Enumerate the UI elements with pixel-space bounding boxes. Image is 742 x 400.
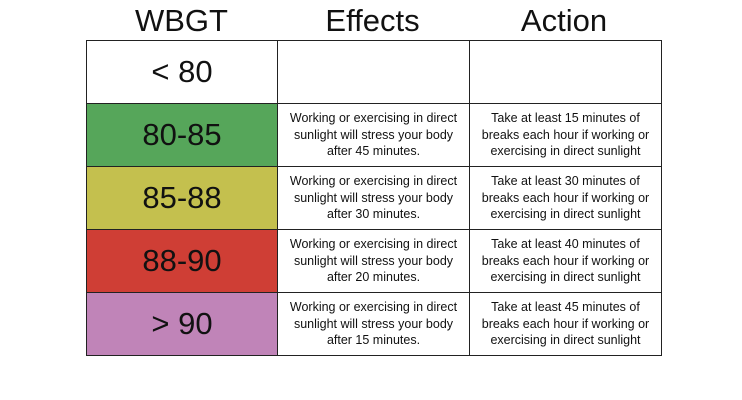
action-cell: Take at least 15 minutes of breaks each …: [469, 103, 662, 167]
effects-cell: Working or exercising in direct sunlight…: [277, 103, 470, 167]
wbgt-level-cell: 80-85: [86, 103, 278, 167]
effects-text: Working or exercising in direct sunlight…: [289, 174, 458, 222]
action-text: Take at least 45 minutes of breaks each …: [481, 300, 650, 348]
effects-text: Working or exercising in direct sunlight…: [289, 237, 458, 285]
table-row: < 80: [86, 40, 662, 104]
action-text: Take at least 40 minutes of breaks each …: [481, 237, 650, 285]
effects-text: Working or exercising in direct sunlight…: [289, 300, 458, 348]
table-row: 80-85 Working or exercising in direct su…: [86, 103, 662, 167]
action-text: Take at least 30 minutes of breaks each …: [481, 174, 650, 222]
effects-cell: Working or exercising in direct sunlight…: [277, 292, 470, 356]
action-cell: [469, 40, 662, 104]
wbgt-level-cell: > 90: [86, 292, 278, 356]
wbgt-column-header: WBGT: [135, 3, 228, 38]
action-text: Take at least 15 minutes of breaks each …: [481, 111, 650, 159]
action-cell: Take at least 30 minutes of breaks each …: [469, 166, 662, 230]
action-cell: Take at least 40 minutes of breaks each …: [469, 229, 662, 293]
effects-cell: Working or exercising in direct sunlight…: [277, 166, 470, 230]
table-row: > 90 Working or exercising in direct sun…: [86, 292, 662, 356]
effects-column-header: Effects: [325, 3, 420, 38]
table-row: 88-90 Working or exercising in direct su…: [86, 229, 662, 293]
wbgt-level-cell: < 80: [86, 40, 278, 104]
action-column-header: Action: [520, 3, 608, 38]
wbgt-level-cell: 85-88: [86, 166, 278, 230]
wbgt-level-cell: 88-90: [86, 229, 278, 293]
table-row: 85-88 Working or exercising in direct su…: [86, 166, 662, 230]
action-cell: Take at least 45 minutes of breaks each …: [469, 292, 662, 356]
wbgt-guidance-table: < 80 80-85 Working or exercising in dire…: [86, 40, 662, 356]
effects-text: Working or exercising in direct sunlight…: [289, 111, 458, 159]
effects-cell: Working or exercising in direct sunlight…: [277, 229, 470, 293]
table-header-row: WBGT Effects Action: [86, 0, 660, 40]
effects-cell: [277, 40, 470, 104]
